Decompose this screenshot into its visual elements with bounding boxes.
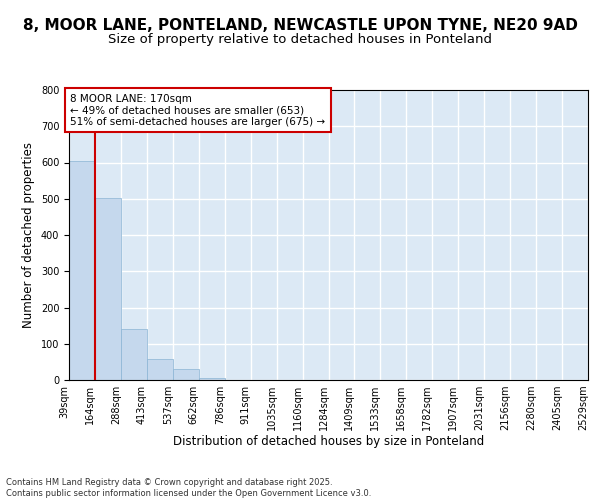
Bar xyxy=(69,160,95,380)
Bar xyxy=(121,329,147,380)
Text: 8, MOOR LANE, PONTELAND, NEWCASTLE UPON TYNE, NE20 9AD: 8, MOOR LANE, PONTELAND, NEWCASTLE UPON … xyxy=(23,18,577,32)
Text: 8 MOOR LANE: 170sqm
← 49% of detached houses are smaller (653)
51% of semi-detac: 8 MOOR LANE: 170sqm ← 49% of detached ho… xyxy=(70,94,325,127)
X-axis label: Distribution of detached houses by size in Ponteland: Distribution of detached houses by size … xyxy=(173,434,484,448)
Bar xyxy=(173,369,199,380)
Text: Contains HM Land Registry data © Crown copyright and database right 2025.
Contai: Contains HM Land Registry data © Crown c… xyxy=(6,478,371,498)
Bar xyxy=(95,198,121,380)
Text: Size of property relative to detached houses in Ponteland: Size of property relative to detached ho… xyxy=(108,32,492,46)
Y-axis label: Number of detached properties: Number of detached properties xyxy=(22,142,35,328)
Bar xyxy=(199,378,224,380)
Bar xyxy=(147,360,173,380)
